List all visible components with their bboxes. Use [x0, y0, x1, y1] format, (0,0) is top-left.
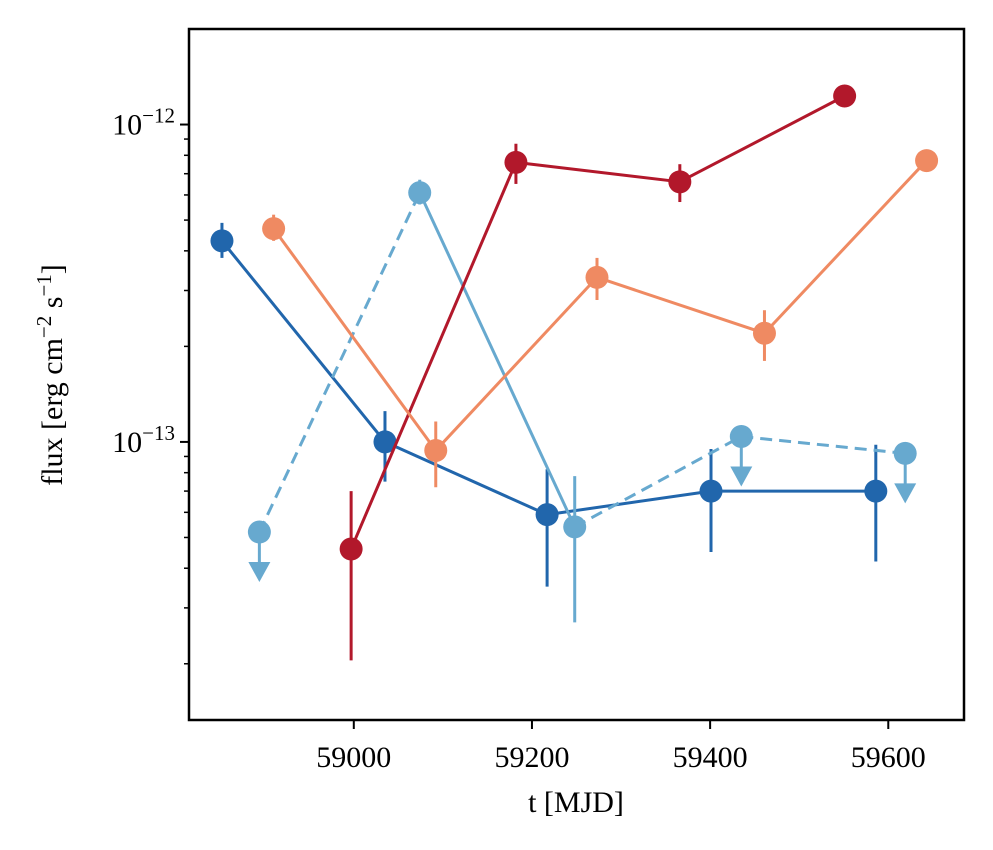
y-tick-label: 10−13 [112, 421, 175, 459]
series-line-segment [763, 159, 928, 335]
series-line-segment [349, 161, 518, 550]
plot-frame [187, 27, 966, 722]
series-dark-blue [210, 222, 888, 587]
data-point [893, 441, 917, 465]
series-line-segment [679, 94, 846, 184]
x-tick-label: 59600 [851, 741, 926, 774]
data-point [262, 217, 286, 241]
upper-limit-arrow [730, 466, 753, 487]
data-point [563, 515, 587, 539]
series-dark-red [339, 84, 857, 661]
x-tick-label: 59400 [673, 741, 748, 774]
data-point [585, 265, 609, 289]
data-point [833, 84, 857, 108]
data-point [668, 170, 692, 194]
series-line-segment [434, 276, 599, 452]
y-tick-exponent: −12 [142, 104, 175, 128]
y-tick-base: 10 [112, 109, 142, 142]
y-label-text-s: s [36, 297, 69, 316]
y-label-exponent-cm: −2 [32, 316, 56, 338]
y-label-close: ] [36, 264, 69, 274]
upper-limit-arrow [248, 562, 271, 583]
series-line-segment [546, 489, 712, 517]
series-line-segment [258, 192, 422, 533]
data-point [408, 181, 432, 205]
y-tick-exponent: −13 [142, 421, 175, 445]
data-point [210, 229, 234, 253]
series-line-segment [574, 435, 743, 529]
plot-area [210, 84, 939, 661]
series-line-segment [384, 440, 548, 517]
series-salmon [262, 149, 939, 488]
series-line-segment [418, 192, 577, 528]
upper-limit-arrow [894, 483, 917, 504]
series-line-segment [596, 275, 765, 335]
data-point [699, 479, 723, 503]
y-tick-base: 10 [112, 426, 142, 459]
data-point [729, 425, 753, 449]
data-point [373, 430, 397, 454]
data-point [339, 537, 363, 561]
data-point [864, 479, 888, 503]
y-tick-label: 10−12 [112, 104, 175, 142]
data-point [424, 438, 448, 462]
series-line-segment [741, 435, 906, 455]
data-point [535, 503, 559, 527]
data-point [504, 150, 528, 174]
series-light-blue [247, 179, 917, 623]
data-point [752, 321, 776, 345]
y-label-exponent-s: −1 [32, 274, 56, 296]
y-label-text: flux [erg cm [36, 338, 69, 486]
y-axis-label: flux [erg cm−2 s−1] [32, 264, 69, 486]
series-line-segment [272, 227, 437, 452]
x-tick-label: 59200 [494, 741, 569, 774]
x-tick-label: 59000 [316, 741, 391, 774]
x-axis-label: t [MJD] [528, 786, 624, 819]
series-line-segment [515, 160, 681, 184]
data-point [247, 520, 271, 544]
series-line-segment [220, 239, 387, 443]
data-point [915, 149, 939, 173]
